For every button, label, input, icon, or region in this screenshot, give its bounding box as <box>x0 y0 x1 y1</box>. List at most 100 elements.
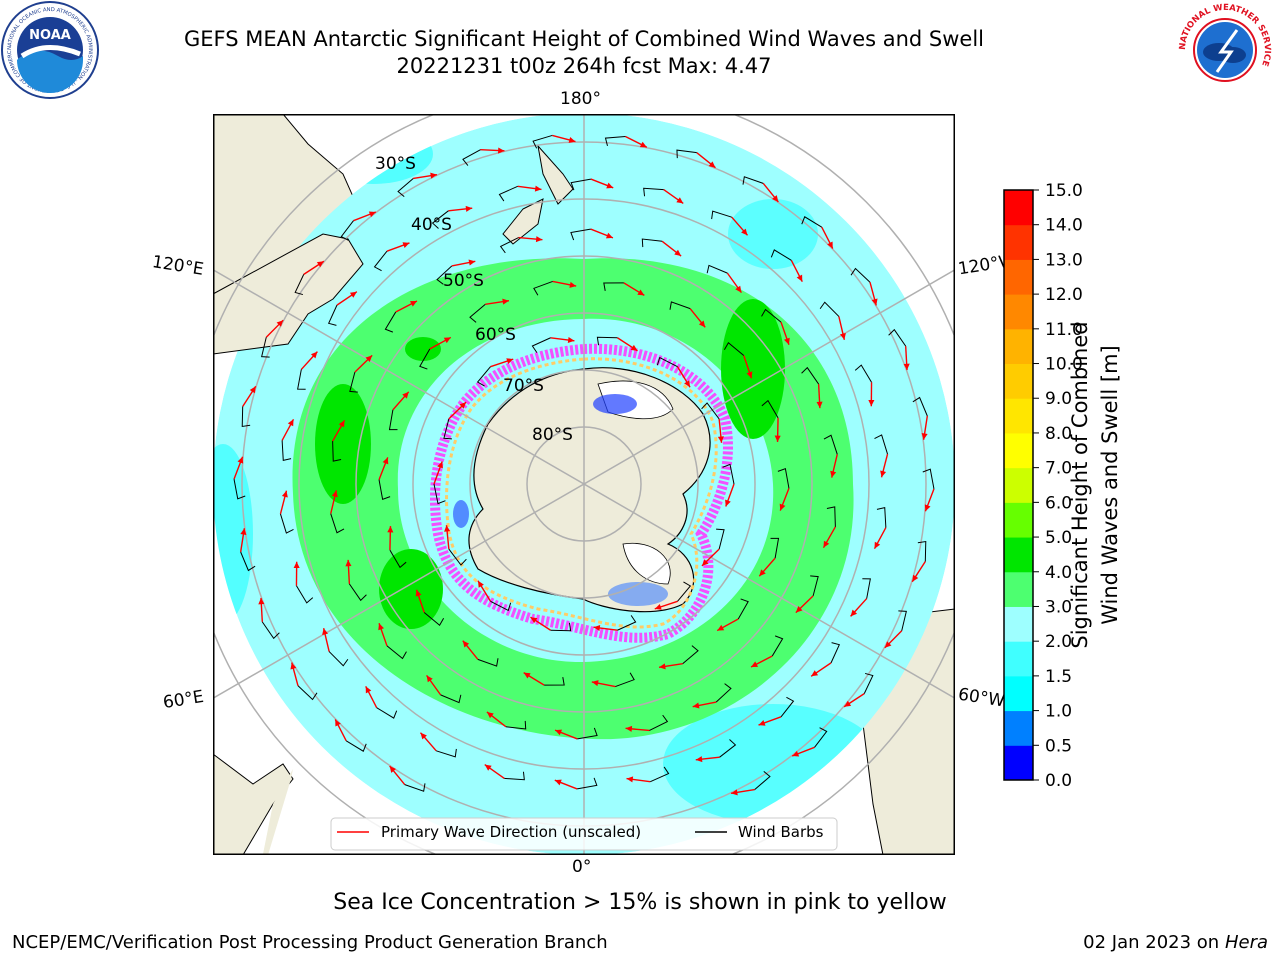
wave-arrow-head <box>924 504 931 512</box>
wave-arrow-head <box>477 580 484 588</box>
wave-arrow-head <box>555 729 563 736</box>
colorbar-tick-label: 6.0 <box>1045 493 1072 513</box>
wind-barb <box>436 265 453 285</box>
wave-arrow-head <box>811 670 819 677</box>
vector-field <box>233 134 935 796</box>
wind-barb <box>297 369 306 390</box>
colorbar-tick-label: 10.0 <box>1045 355 1083 375</box>
wind-barb <box>777 467 790 489</box>
wind-barb <box>577 777 598 790</box>
wave-arrow-head <box>237 456 244 464</box>
wind-barb <box>719 739 737 758</box>
wave-arrow-head <box>506 358 514 364</box>
colorbar-tick-label: 0.5 <box>1045 736 1072 756</box>
wave-arrow-head <box>523 672 531 679</box>
wind-barb <box>328 651 349 667</box>
producer-credit: NCEP/EMC/Verification Post Processing Pr… <box>12 932 608 953</box>
wind-barb <box>770 249 792 261</box>
wave-arrow-head <box>676 197 684 204</box>
wave-arrow-head <box>484 764 492 771</box>
wind-barb <box>348 583 367 602</box>
colorbar-segment <box>1004 328 1033 365</box>
graticule <box>213 114 955 855</box>
lat-label-80: 80°S <box>532 425 573 445</box>
antarctic-wave-map: 30°S 40°S 50°S 60°S 70°S 80°S Primary Wa… <box>213 114 955 855</box>
lat-label-40: 40°S <box>411 215 452 235</box>
colorbar-tick-label: 5.0 <box>1045 528 1072 548</box>
wave-arrow-head <box>593 625 601 632</box>
colorbar-segment <box>1004 606 1033 642</box>
wind-barb <box>656 356 678 368</box>
wind-barb <box>723 341 745 356</box>
colorbar-tick-label: 2.0 <box>1045 632 1072 652</box>
lat-label-60: 60°S <box>475 325 516 345</box>
colorbar-tick-label: 4.0 <box>1045 563 1072 583</box>
lat-label-70: 70°S <box>503 376 544 396</box>
wind-barb <box>761 308 782 323</box>
wave-arrow-head <box>751 661 759 668</box>
wind-barb <box>854 364 872 383</box>
wind-barb <box>349 371 358 393</box>
wind-barb <box>233 479 246 500</box>
wind-barb <box>810 575 819 597</box>
wave-arrow-head <box>554 779 562 786</box>
wind-barb <box>294 274 305 296</box>
wave-arrow-head <box>795 606 803 613</box>
wind-barb <box>570 178 591 191</box>
wind-barb <box>532 134 553 149</box>
wind-barb <box>577 727 598 740</box>
wind-barb <box>596 336 618 346</box>
lon-label-120e: 120°E <box>150 252 205 280</box>
wave-arrow-head <box>365 355 373 362</box>
wind-barb <box>603 282 624 291</box>
wave-arrow-head <box>625 725 633 732</box>
wave-arrow-head <box>717 436 724 443</box>
wave-arrow-head <box>387 526 394 533</box>
wave-arrow-head <box>498 147 505 154</box>
lon-label-60w: 60°W <box>956 684 1006 712</box>
wind-barb <box>826 506 836 527</box>
wind-barb <box>801 366 820 385</box>
wave-arrow-head <box>684 380 691 388</box>
chart-subtitle: 20221231 t00z 264h fcst Max: 4.47 <box>396 54 772 78</box>
wind-barb <box>850 267 871 283</box>
wind-barb <box>617 615 637 631</box>
wind-barb <box>477 658 499 667</box>
wind-barb <box>436 748 457 758</box>
wind-barb <box>780 696 795 718</box>
wind-barb <box>544 677 565 686</box>
wind-barb <box>533 280 553 296</box>
wave-arrow-head <box>365 686 372 694</box>
wave-arrow-head <box>249 386 256 394</box>
run-date: 02 Jan 2023 on Hera <box>1083 932 1268 953</box>
wave-arrow-head <box>569 281 577 288</box>
svg-text:NOAA: NOAA <box>29 28 71 43</box>
wind-barb <box>261 621 280 640</box>
wave-arrow-head <box>695 756 703 763</box>
colorbar-tick-label: 3.0 <box>1045 597 1072 617</box>
wind-barb <box>615 672 635 688</box>
colorbar-segment <box>1004 710 1033 746</box>
colorbar-tick-label: 1.0 <box>1045 702 1072 722</box>
lat-label-30: 30°S <box>375 154 416 174</box>
wind-barb <box>404 783 426 792</box>
sea-ice-edge <box>430 343 733 643</box>
wind-barb <box>742 176 764 185</box>
wind-barb <box>433 483 446 505</box>
wind-barb <box>677 581 692 602</box>
wind-barb <box>240 551 256 572</box>
wind-barb <box>297 685 318 701</box>
wave-arrow-head <box>389 766 396 773</box>
wave-arrow-head <box>606 182 614 189</box>
wind-barb <box>922 468 935 489</box>
wind-barb <box>862 578 871 599</box>
colorbar-segment <box>1004 675 1033 712</box>
colorbar-segment <box>1004 745 1033 781</box>
colorbar-tick-label: 8.0 <box>1045 424 1072 444</box>
wind-barb <box>330 513 345 534</box>
wind-barb <box>504 771 525 781</box>
colorbar-label: Significant Height of Combined Wind Wave… <box>1068 321 1122 649</box>
wave-arrow-head <box>792 750 800 757</box>
wave-arrow-head <box>437 461 443 469</box>
wave-arrow-head <box>331 490 338 498</box>
